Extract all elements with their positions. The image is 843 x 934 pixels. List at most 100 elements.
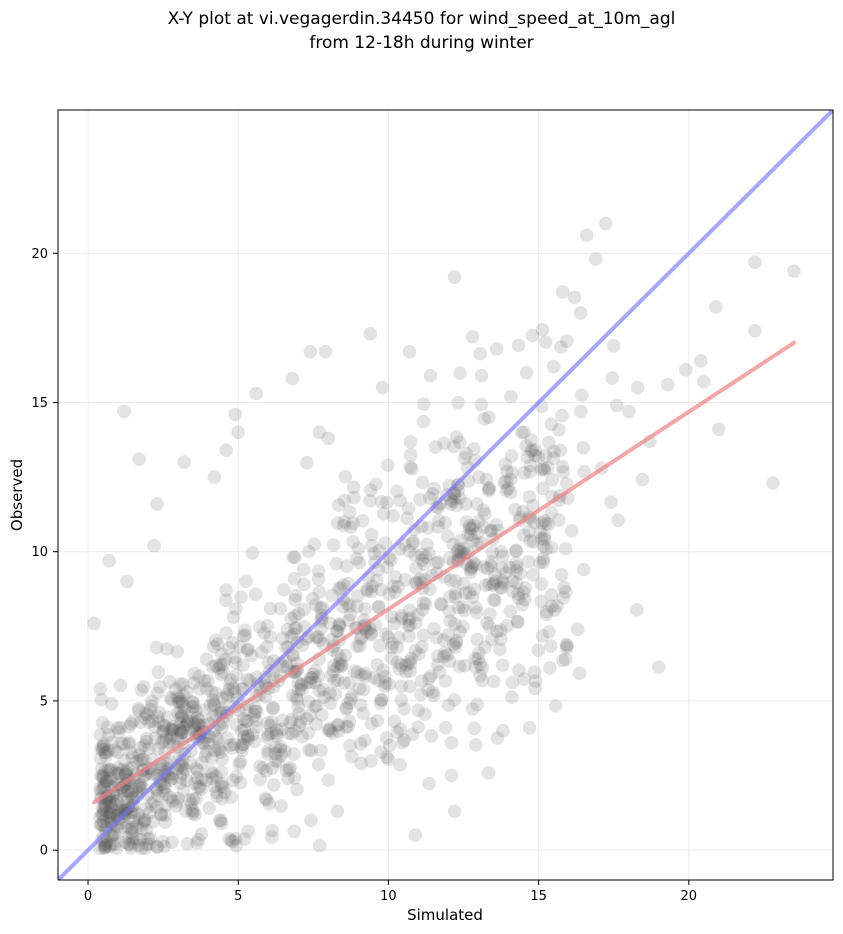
- scatter-point: [694, 353, 708, 368]
- scatter-point: [381, 752, 396, 767]
- scatter-point: [208, 729, 222, 744]
- scatter-point: [486, 592, 501, 607]
- scatter-point: [101, 727, 116, 742]
- scatter-point: [103, 771, 118, 785]
- scatter-point: [129, 831, 143, 846]
- scatter-point: [240, 730, 255, 744]
- scatter-point: [104, 696, 119, 711]
- scatter-point: [365, 579, 379, 594]
- scatter-point: [330, 804, 345, 819]
- scatter-point: [113, 678, 128, 693]
- scatter-point: [186, 699, 201, 714]
- scatter-point: [96, 805, 111, 820]
- scatter-point: [229, 668, 244, 682]
- scatter-point: [326, 664, 341, 678]
- scatter-point: [527, 515, 541, 530]
- scatter-point: [192, 713, 206, 728]
- scatter-point: [214, 776, 229, 791]
- scatter-point: [679, 362, 693, 377]
- scatter-point: [297, 577, 311, 592]
- scatter-point: [332, 620, 347, 634]
- scatter-point: [500, 464, 514, 479]
- scatter-point: [415, 475, 430, 490]
- scatter-point: [499, 483, 514, 498]
- scatter-point: [468, 651, 482, 666]
- scatter-point: [206, 640, 221, 654]
- scatter-point: [495, 561, 509, 576]
- scatter-point: [268, 746, 283, 761]
- scatter-point: [207, 743, 222, 758]
- scatter-point: [575, 388, 589, 403]
- scatter-point: [137, 738, 152, 753]
- reference-lines: [58, 110, 833, 880]
- scatter-point: [287, 771, 302, 785]
- scatter-point: [96, 739, 111, 754]
- scatter-point: [274, 799, 288, 813]
- scatter-point: [513, 566, 527, 581]
- scatter-point: [104, 799, 119, 813]
- scatter-point: [476, 560, 491, 574]
- scatter-point: [474, 368, 489, 383]
- scatter-point: [104, 801, 119, 816]
- scatter-point: [336, 578, 351, 592]
- scatter-point: [168, 682, 183, 697]
- scatter-point: [408, 548, 422, 562]
- scatter-point: [214, 720, 229, 735]
- scatter-point: [387, 714, 402, 729]
- scatter-point: [305, 591, 320, 606]
- y-tick-label: 20: [31, 247, 48, 262]
- scatter-point: [479, 472, 494, 487]
- scatter-point: [263, 630, 278, 645]
- scatter-point: [458, 497, 473, 511]
- scatter-point: [101, 743, 116, 758]
- scatter-point: [291, 606, 306, 621]
- scatter-point: [510, 614, 525, 629]
- scatter-point: [463, 518, 477, 533]
- scatter-point: [129, 784, 144, 799]
- scatter-point: [403, 448, 418, 462]
- scatter-point: [268, 753, 283, 768]
- scatter-point: [391, 579, 405, 594]
- scatter-point: [464, 521, 479, 536]
- scatter-point: [446, 494, 460, 508]
- scatter-point: [153, 680, 167, 694]
- scatter-point: [226, 681, 241, 696]
- scatter-point: [280, 660, 295, 674]
- scatter-point: [534, 594, 548, 609]
- scatter-point: [325, 588, 339, 603]
- scatter-point: [301, 694, 316, 709]
- scatter-point: [133, 778, 147, 793]
- scatter-point: [367, 546, 382, 561]
- scatter-point: [87, 616, 101, 631]
- scatter-point: [352, 555, 366, 570]
- scatter-point: [102, 839, 117, 854]
- scatter-point: [222, 682, 236, 697]
- scatter-point: [108, 765, 123, 780]
- scatter-point: [489, 341, 504, 356]
- scatter-point: [511, 615, 525, 629]
- scatter-point: [132, 811, 146, 826]
- scatter-point: [378, 536, 392, 550]
- scatter-point: [95, 739, 109, 754]
- scatter-point: [494, 544, 508, 559]
- scatter-point: [399, 664, 413, 679]
- scatter-point: [448, 589, 463, 604]
- scatter-point: [102, 763, 117, 777]
- scatter-point: [300, 456, 314, 470]
- scatter-point: [453, 533, 468, 548]
- scatter-point: [577, 465, 591, 479]
- scatter-point: [96, 742, 110, 757]
- scatter-point: [146, 814, 160, 829]
- scatter-point: [540, 460, 555, 475]
- scatter-point: [390, 655, 405, 670]
- scatter-point: [393, 758, 407, 772]
- scatter-point: [240, 728, 255, 743]
- scatter-point: [190, 770, 204, 785]
- scatter-point: [260, 619, 275, 633]
- scatter-point: [111, 761, 126, 776]
- scatter-point: [438, 720, 453, 735]
- scatter-point: [275, 713, 290, 728]
- scatter-point: [535, 322, 550, 337]
- scatter-point: [207, 470, 222, 484]
- scatter-point: [302, 743, 316, 757]
